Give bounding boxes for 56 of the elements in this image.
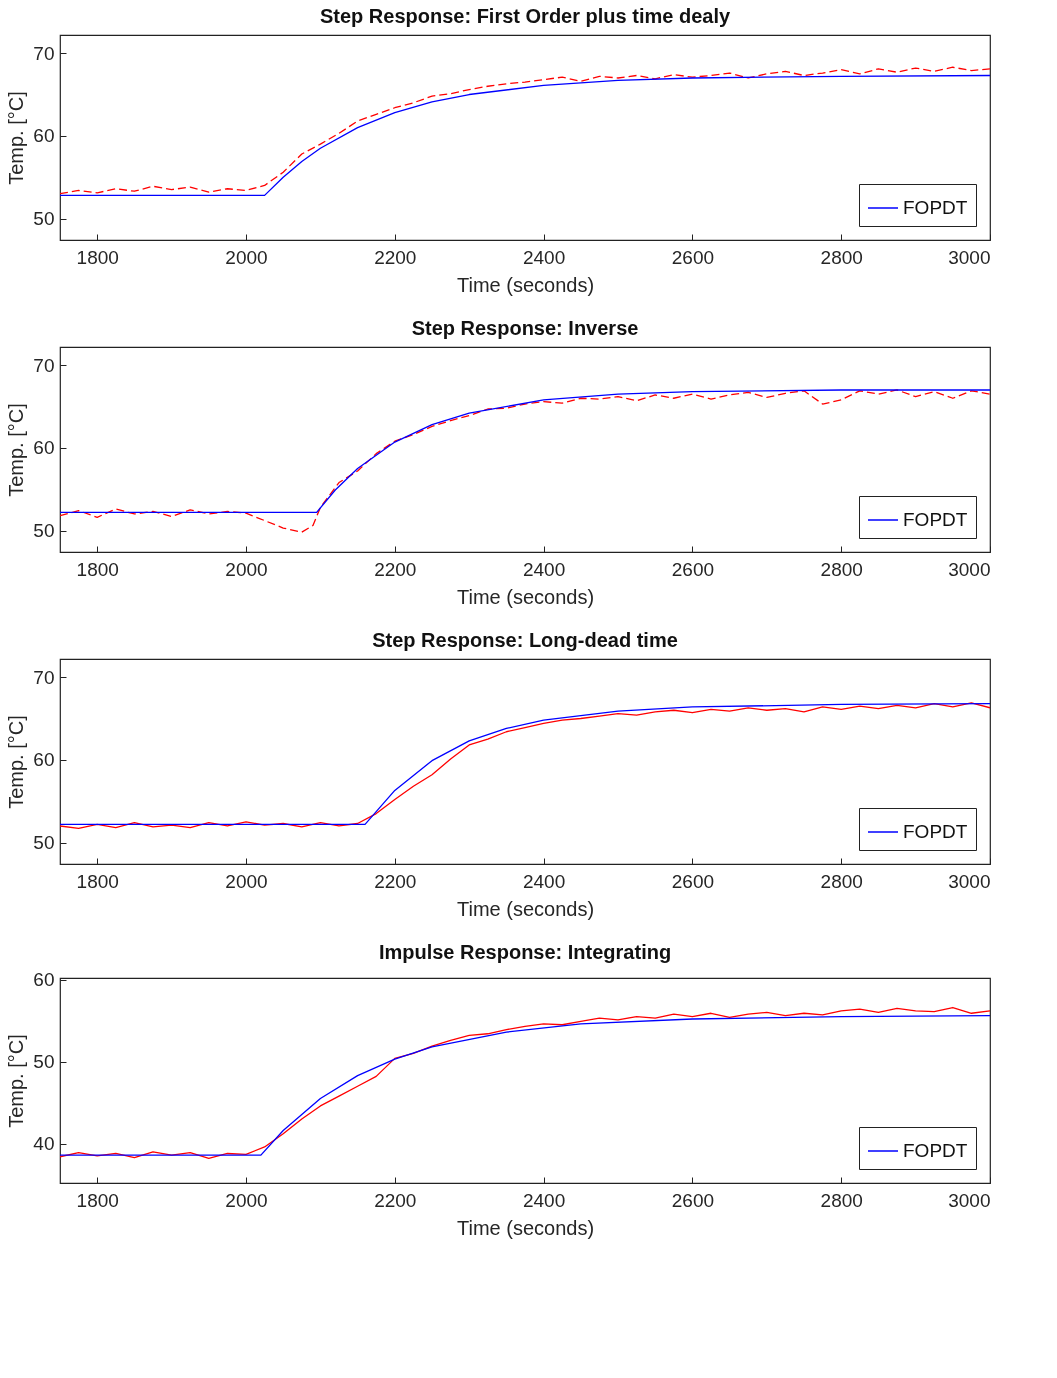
x-tick-label: 2800 [820, 1189, 863, 1211]
y-axis-title: Temp. [°C] [5, 91, 28, 185]
x-tick-label: 2400 [522, 558, 566, 580]
x-tick-label: 2200 [374, 870, 417, 892]
x-tick-label: 1800 [76, 246, 119, 268]
x-tick-label: 2400 [522, 1189, 566, 1211]
x-tick-label: 3000 [948, 558, 991, 580]
y-tick-label: 50 [33, 1051, 55, 1073]
x-tick-label: 1800 [76, 870, 119, 892]
x-axis-title: Time (seconds) [456, 273, 595, 296]
legend-label: FOPDT [903, 197, 968, 218]
x-tick-label: 2000 [225, 246, 268, 268]
chart-title: Step Response: Inverse [411, 317, 639, 339]
y-axis-title: Temp. [°C] [5, 715, 28, 809]
x-tick-label: 2800 [820, 558, 863, 580]
legend-label: FOPDT [903, 821, 968, 842]
x-tick-label: 2600 [671, 558, 715, 580]
x-tick-label: 3000 [948, 246, 991, 268]
x-tick-label: 2600 [671, 870, 715, 892]
y-axis-title: Temp. [°C] [5, 403, 28, 497]
chart-title: Impulse Response: Integrating [378, 940, 672, 963]
y-tick-label: 60 [33, 969, 55, 991]
x-axis-title: Time (seconds) [456, 897, 595, 920]
x-tick-label: 1800 [76, 558, 119, 580]
y-tick-label: 40 [33, 1133, 55, 1155]
legend-label: FOPDT [903, 509, 968, 530]
y-tick-label: 50 [33, 520, 55, 542]
x-axis-title: Time (seconds) [456, 1216, 595, 1239]
x-tick-label: 3000 [948, 870, 991, 892]
legend-label: FOPDT [903, 1140, 968, 1161]
y-tick-label: 50 [33, 832, 55, 854]
y-tick-label: 60 [33, 749, 55, 771]
x-tick-label: 2200 [374, 558, 417, 580]
x-axis-title: Time (seconds) [456, 585, 595, 608]
x-tick-label: 2000 [225, 870, 268, 892]
x-tick-label: 2000 [225, 1189, 268, 1211]
x-tick-label: 2000 [225, 558, 268, 580]
y-tick-label: 50 [33, 208, 55, 230]
x-tick-label: 2400 [522, 246, 566, 268]
x-tick-label: 1800 [76, 1189, 119, 1211]
x-tick-label: 2600 [671, 1189, 715, 1211]
y-tick-label: 70 [33, 666, 55, 688]
x-tick-label: 2800 [820, 246, 863, 268]
x-tick-label: 2200 [374, 246, 417, 268]
x-tick-label: 3000 [948, 1189, 991, 1211]
chart-title: Step Response: Long-dead time [372, 629, 678, 651]
y-tick-label: 60 [33, 125, 55, 147]
x-tick-label: 2600 [671, 246, 715, 268]
y-axis-title: Temp. [°C] [5, 1034, 28, 1128]
x-tick-label: 2800 [820, 870, 863, 892]
y-tick-label: 70 [33, 354, 55, 376]
chart-title: Step Response: First Order plus time dealy [319, 5, 731, 27]
y-tick-label: 60 [33, 437, 55, 459]
x-tick-label: 2400 [522, 870, 566, 892]
x-tick-label: 2200 [374, 1189, 417, 1211]
y-tick-label: 70 [33, 42, 55, 64]
